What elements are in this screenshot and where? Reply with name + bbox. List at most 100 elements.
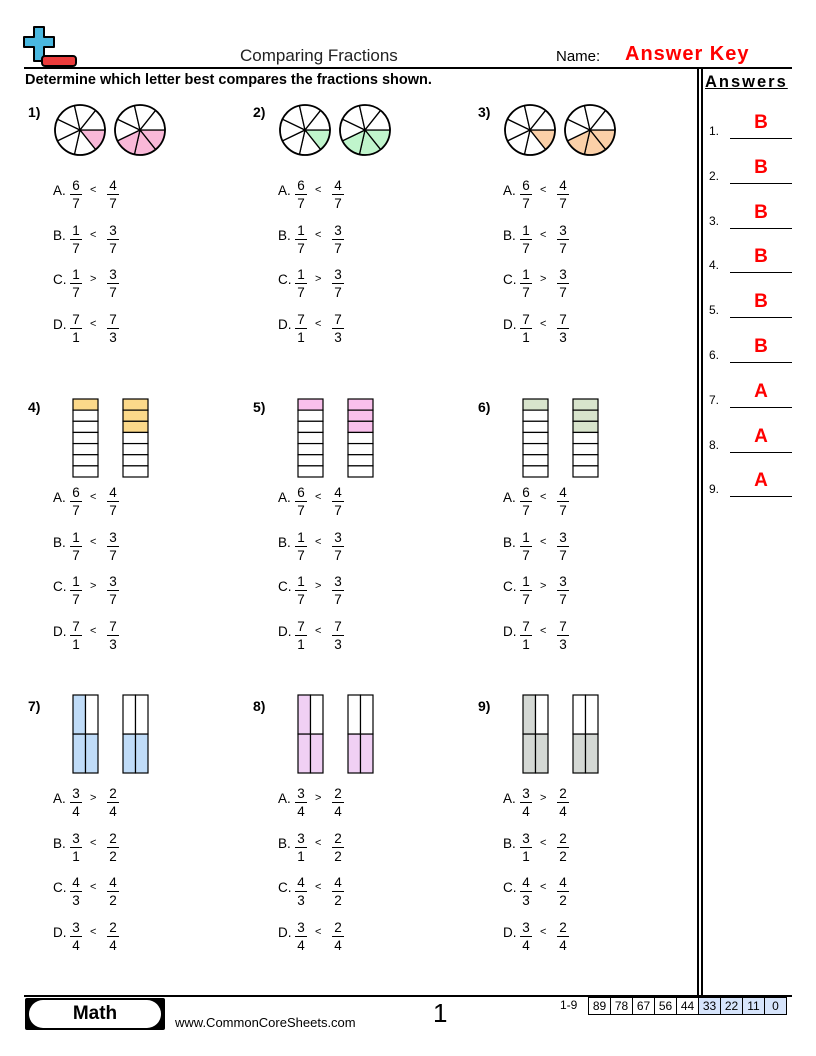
denominator: 2 xyxy=(334,848,342,864)
numerator: 3 xyxy=(559,267,567,282)
answer-option-c[interactable]: C. 1 7 >3 7 xyxy=(278,267,378,307)
answer-option-d[interactable]: D. 3 4 <2 4 xyxy=(53,920,153,960)
grid-cell xyxy=(297,733,312,774)
answer-line xyxy=(730,317,792,319)
problem-6: 6) A. 6 7 <4 7 B. 1 7 <3 7 C. 1 7 >3 7 D. 7 1 <7 3 xyxy=(475,395,695,665)
answer-option-a[interactable]: A. 3 4 >2 4 xyxy=(503,786,603,826)
fraction-bar xyxy=(107,238,119,240)
answer-option-d[interactable]: D. 7 1 <7 3 xyxy=(53,619,153,659)
denominator: 7 xyxy=(72,285,80,300)
answer-option-a[interactable]: A. 6 7 <4 7 xyxy=(278,178,378,218)
answer-option-b[interactable]: B. 3 1 <2 2 xyxy=(503,831,603,871)
fraction-bar xyxy=(520,327,532,329)
numerator: 3 xyxy=(522,830,530,846)
answer-option-d[interactable]: D. 3 4 <2 4 xyxy=(278,920,378,960)
grid-cell xyxy=(359,733,374,774)
numerator: 7 xyxy=(522,311,530,327)
comparison-symbol: > xyxy=(90,580,97,592)
answer-option-b[interactable]: B. 1 7 <3 7 xyxy=(278,223,378,263)
fraction-bar xyxy=(557,238,569,240)
answer-option-b[interactable]: B. 1 7 <3 7 xyxy=(278,530,378,570)
answer-option-d[interactable]: D. 7 1 <7 3 xyxy=(278,619,378,659)
numerator: 1 xyxy=(72,222,80,238)
numerator: 3 xyxy=(334,529,342,545)
numerator: 4 xyxy=(334,875,342,890)
denominator: 1 xyxy=(297,329,305,345)
answer-option-c[interactable]: C. 4 3 <4 2 xyxy=(53,875,153,915)
strip-cell xyxy=(297,454,324,467)
fraction-bar xyxy=(70,802,82,803)
page-title: Comparing Fractions xyxy=(240,46,398,65)
answer-option-a[interactable]: A. 6 7 <4 7 xyxy=(53,485,153,525)
answer-option-c[interactable]: C. 1 7 >3 7 xyxy=(503,267,603,307)
fraction-bar xyxy=(557,283,569,284)
answer-option-b[interactable]: B. 1 7 <3 7 xyxy=(53,223,153,263)
strip-cell xyxy=(347,442,374,456)
answer-option-b[interactable]: B. 1 7 <3 7 xyxy=(503,530,603,570)
comparison-symbol: < xyxy=(90,624,97,637)
numerator: 7 xyxy=(297,311,305,327)
grid-cell xyxy=(572,694,587,735)
problem-4: 4) A. 6 7 <4 7 B. 1 7 <3 7 C. 1 7 >3 7 D. 7 1 <7 3 xyxy=(25,395,245,665)
score-cell: 56 xyxy=(654,997,677,1015)
numerator: 6 xyxy=(297,485,305,500)
answer-option-d[interactable]: D. 7 1 <7 3 xyxy=(503,619,603,659)
answer-option-c[interactable]: C. 1 7 >3 7 xyxy=(278,574,378,614)
fraction-bar xyxy=(70,501,82,502)
answer-option-a[interactable]: A. 3 4 >2 4 xyxy=(53,786,153,826)
answer-option-b[interactable]: B. 3 1 <2 2 xyxy=(53,831,153,871)
answer-option-d[interactable]: D. 7 1 <7 3 xyxy=(278,312,378,352)
fraction-bar xyxy=(332,634,344,636)
fraction-bar xyxy=(295,935,307,937)
fraction-bar xyxy=(332,238,344,240)
answer-number: 5. xyxy=(709,303,720,318)
answer-option-a[interactable]: A. 6 7 <4 7 xyxy=(503,485,603,525)
comparison-symbol: < xyxy=(540,836,547,849)
problem-7: 7) A. 3 4 >2 4 B. 3 1 <2 2 C. 4 3 <4 2 D. 3 4 <2 4 xyxy=(25,694,245,964)
numerator: 1 xyxy=(297,267,305,282)
answer-number: 7. xyxy=(709,392,720,407)
strip-cell xyxy=(297,465,324,478)
answer-option-b[interactable]: B. 3 1 <2 2 xyxy=(278,831,378,871)
numerator: 3 xyxy=(109,574,117,589)
answer-option-d[interactable]: D. 7 1 <7 3 xyxy=(53,312,153,352)
answer-option-a[interactable]: A. 3 4 >2 4 xyxy=(278,786,378,826)
comparison-symbol: < xyxy=(540,624,547,637)
answer-option-d[interactable]: D. 3 4 <2 4 xyxy=(503,920,603,960)
answer-option-b[interactable]: B. 1 7 <3 7 xyxy=(503,223,603,263)
numerator: 6 xyxy=(72,178,80,193)
fraction-bar xyxy=(557,545,569,547)
answer-option-c[interactable]: C. 4 3 <4 2 xyxy=(278,875,378,915)
fraction-model xyxy=(504,104,616,156)
strip-cell xyxy=(572,398,599,411)
grid-cell xyxy=(522,694,537,735)
answer-option-a[interactable]: A. 6 7 <4 7 xyxy=(503,178,603,218)
answer-option-c[interactable]: C. 1 7 >3 7 xyxy=(53,267,153,307)
fraction-bar xyxy=(557,327,569,329)
fraction-bar xyxy=(70,545,82,547)
answer-value: A xyxy=(754,425,768,447)
fraction-bar xyxy=(70,935,82,937)
grid-cell xyxy=(72,733,87,774)
answer-option-c[interactable]: C. 1 7 >3 7 xyxy=(53,574,153,614)
answer-option-d[interactable]: D. 7 1 <7 3 xyxy=(503,312,603,352)
strip-cell xyxy=(347,431,374,445)
fraction-model xyxy=(522,694,599,774)
answer-value: A xyxy=(754,470,768,492)
answer-option-a[interactable]: A. 6 7 <4 7 xyxy=(278,485,378,525)
answer-option-a[interactable]: A. 6 7 <4 7 xyxy=(53,178,153,218)
answer-option-c[interactable]: C. 4 3 <4 2 xyxy=(503,875,603,915)
answer-option-b[interactable]: B. 1 7 <3 7 xyxy=(53,530,153,570)
fraction-pie xyxy=(339,104,391,156)
strip-cell xyxy=(522,409,549,422)
answer-option-c[interactable]: C. 1 7 >3 7 xyxy=(503,574,603,614)
numerator: 2 xyxy=(109,830,117,846)
fraction-bar xyxy=(520,501,532,502)
